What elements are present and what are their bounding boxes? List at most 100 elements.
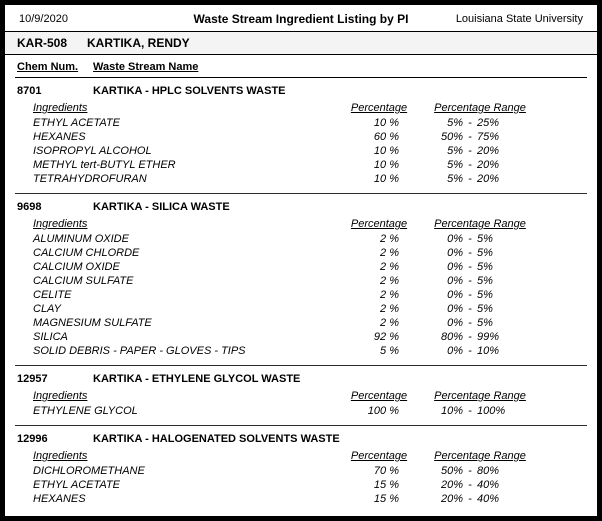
range-low: 0%	[447, 289, 463, 301]
range-high: 5%	[477, 303, 493, 315]
ingredient-row: SILICA 92 % 80% -99%	[33, 330, 587, 344]
chem-num-column-header: Chem Num.	[17, 61, 79, 73]
ingredient-percentage: 10 %	[373, 145, 399, 157]
ingredient-percentage: 2 %	[380, 233, 399, 245]
ingredients-table: Ingredients Percentage Percentage Range …	[33, 100, 587, 186]
percentage-range-column-header: Percentage Range	[434, 102, 526, 114]
ingredients-column-header: Ingredients	[33, 450, 88, 462]
range-high: 5%	[477, 261, 493, 273]
range-high: 5%	[477, 233, 493, 245]
ingredient-row: DICHLOROMETHANE 70 % 50% -80%	[33, 464, 587, 478]
ingredient-percentage: 15 %	[373, 493, 399, 505]
range-separator: -	[468, 261, 472, 273]
range-high: 80%	[477, 465, 500, 477]
range-low: 0%	[447, 233, 463, 245]
range-high: 75%	[477, 131, 500, 143]
columns-header: Chem Num. Waste Stream Name	[15, 55, 587, 78]
ingredient-row: SOLID DEBRIS - PAPER - GLOVES - TIPS 5 % 0…	[33, 344, 587, 358]
ingredient-name: SOLID DEBRIS - PAPER - GLOVES - TIPS	[33, 345, 246, 357]
range-separator: -	[468, 345, 472, 357]
chem-num: 9698	[17, 201, 42, 213]
ingredient-percentage: 10 %	[373, 117, 399, 129]
chem-num: 12957	[17, 373, 48, 385]
report-title: Waste Stream Ingredient Listing by PI	[193, 12, 409, 26]
percentage-column-header: Percentage	[350, 102, 408, 114]
range-high: 5%	[477, 247, 493, 259]
ingredient-range: 0% -5%	[429, 246, 531, 260]
range-high: 10%	[477, 345, 500, 357]
ingredients-table: Ingredients Percentage Percentage Range …	[33, 216, 587, 358]
ingredient-row: MAGNESIUM SULFATE 2 % 0% -5%	[33, 316, 587, 330]
ingredient-row: TETRAHYDROFURAN 10 % 5% -20%	[33, 172, 587, 186]
range-low: 0%	[447, 261, 463, 273]
ingredient-percentage: 60 %	[373, 131, 399, 143]
ingredient-percentage: 10 %	[373, 159, 399, 171]
stream-title: 8701 KARTIKA - HPLC SOLVENTS WASTE	[15, 82, 587, 100]
ingredient-name: ISOPROPYL ALCOHOL	[33, 145, 152, 157]
percentage-column-header: Percentage	[350, 218, 408, 230]
ingredient-row: METHYL tert-BUTYL ETHER 10 % 5% -20%	[33, 158, 587, 172]
range-high: 5%	[477, 275, 493, 287]
ingredient-percentage: 100 %	[367, 405, 399, 417]
ingredient-row: HEXANES 15 % 20% -40%	[33, 492, 587, 506]
chem-num: 12996	[17, 433, 48, 445]
ingredient-range: 80% -99%	[429, 330, 531, 344]
range-high: 5%	[477, 289, 493, 301]
range-low: 0%	[447, 345, 463, 357]
ingredient-name: CLAY	[33, 303, 61, 315]
range-separator: -	[468, 479, 472, 491]
ingredient-range: 0% -5%	[429, 274, 531, 288]
ingredient-name: DICHLOROMETHANE	[33, 465, 145, 477]
ingredient-name: CALCIUM CHLORDE	[33, 247, 140, 259]
range-low: 5%	[447, 117, 463, 129]
range-low: 0%	[447, 303, 463, 315]
ingredient-range: 5% -20%	[429, 144, 531, 158]
range-low: 10%	[440, 405, 463, 417]
ingredient-range: 20% -40%	[429, 492, 531, 506]
range-separator: -	[468, 405, 472, 417]
stream-title: 12996 KARTIKA - HALOGENATED SOLVENTS WAS…	[15, 430, 587, 448]
ingredient-range: 5% -20%	[429, 172, 531, 186]
stream-section: 9698 KARTIKA - SILICA WASTE Ingredients …	[15, 194, 587, 366]
range-separator: -	[468, 331, 472, 343]
range-low: 5%	[447, 173, 463, 185]
institution-name: Louisiana State University	[455, 13, 583, 25]
stream-section: 8701 KARTIKA - HPLC SOLVENTS WASTE Ingre…	[15, 78, 587, 194]
ingredient-range: 0% -5%	[429, 232, 531, 246]
ingredients-column-header: Ingredients	[33, 218, 88, 230]
ingredient-name: ALUMINUM OXIDE	[33, 233, 129, 245]
pi-band: KAR-508 KARTIKA, RENDY	[5, 31, 597, 55]
ingredient-name: CALCIUM OXIDE	[33, 261, 120, 273]
range-separator: -	[468, 117, 472, 129]
range-separator: -	[468, 303, 472, 315]
ingredient-range: 0% -5%	[429, 316, 531, 330]
ingredient-range: 0% -5%	[429, 288, 531, 302]
stream-section: 12996 KARTIKA - HALOGENATED SOLVENTS WAS…	[15, 426, 587, 513]
range-low: 5%	[447, 159, 463, 171]
ingredient-percentage: 2 %	[380, 247, 399, 259]
ingredient-range: 20% -40%	[429, 478, 531, 492]
ingredient-row: CELITE 2 % 0% -5%	[33, 288, 587, 302]
range-separator: -	[468, 159, 472, 171]
ingredients-table-header: Ingredients Percentage Percentage Range	[33, 388, 587, 404]
ingredient-percentage: 2 %	[380, 275, 399, 287]
ingredient-percentage: 2 %	[380, 317, 399, 329]
range-high: 20%	[477, 173, 500, 185]
ingredient-range: 0% -5%	[429, 302, 531, 316]
ingredient-name: TETRAHYDROFURAN	[33, 173, 147, 185]
ingredients-table-header: Ingredients Percentage Percentage Range	[33, 100, 587, 116]
report-content: Chem Num. Waste Stream Name 8701 KARTIKA…	[15, 55, 587, 513]
ingredient-name: CELITE	[33, 289, 72, 301]
ingredients-column-header: Ingredients	[33, 390, 88, 402]
ingredients-table: Ingredients Percentage Percentage Range …	[33, 388, 587, 418]
range-high: 100%	[477, 405, 506, 417]
ingredient-range: 50% -75%	[429, 130, 531, 144]
range-low: 50%	[440, 131, 463, 143]
ingredient-percentage: 15 %	[373, 479, 399, 491]
ingredient-name: METHYL tert-BUTYL ETHER	[33, 159, 176, 171]
ingredient-row: CALCIUM SULFATE 2 % 0% -5%	[33, 274, 587, 288]
ingredient-row: CALCIUM OXIDE 2 % 0% -5%	[33, 260, 587, 274]
ingredient-percentage: 5 %	[380, 345, 399, 357]
stream-title: 12957 KARTIKA - ETHYLENE GLYCOL WASTE	[15, 370, 587, 388]
range-high: 20%	[477, 145, 500, 157]
